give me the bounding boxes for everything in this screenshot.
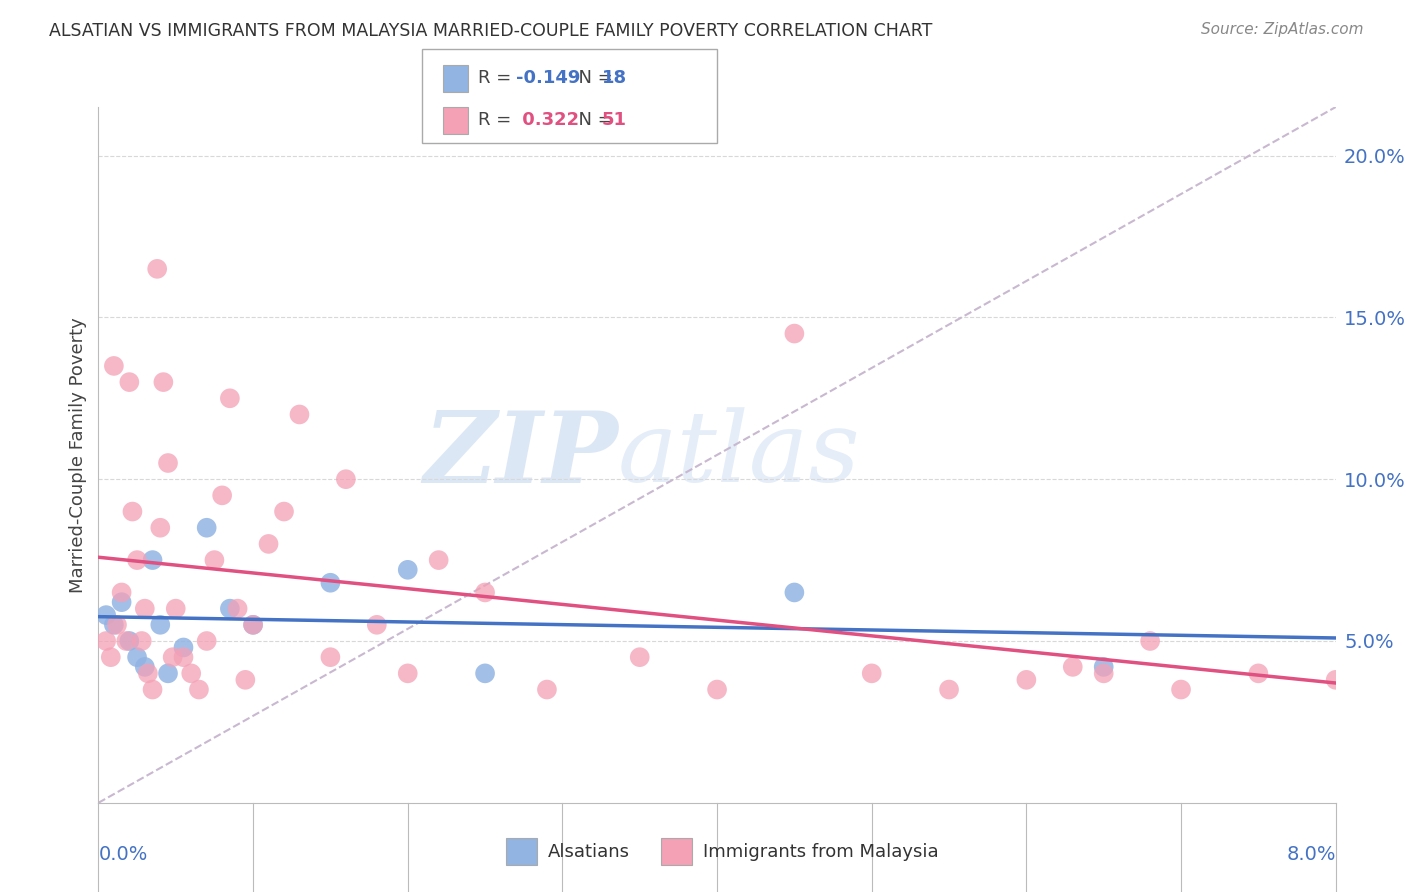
- Point: [242, 617, 264, 632]
- Point: [96, 608, 118, 623]
- Point: [536, 682, 558, 697]
- Point: [96, 634, 118, 648]
- Point: [105, 617, 128, 632]
- Point: [427, 553, 450, 567]
- Point: [149, 521, 172, 535]
- Point: [242, 617, 264, 632]
- Text: Alsatians: Alsatians: [548, 843, 630, 861]
- Point: [1092, 666, 1115, 681]
- Point: [1170, 682, 1192, 697]
- Point: [162, 650, 184, 665]
- Point: [172, 650, 194, 665]
- Point: [131, 634, 153, 648]
- Text: -0.149: -0.149: [516, 70, 581, 87]
- Point: [103, 617, 125, 632]
- Point: [115, 634, 138, 648]
- Text: R =: R =: [478, 70, 517, 87]
- Point: [141, 553, 165, 567]
- Point: [938, 682, 960, 697]
- Point: [474, 666, 496, 681]
- Point: [134, 660, 156, 674]
- Point: [127, 553, 149, 567]
- Text: N =: N =: [567, 112, 619, 129]
- Point: [134, 601, 156, 615]
- Point: [319, 575, 342, 590]
- Point: [257, 537, 280, 551]
- Point: [706, 682, 728, 697]
- Point: [396, 666, 419, 681]
- Text: ALSATIAN VS IMMIGRANTS FROM MALAYSIA MARRIED-COUPLE FAMILY POVERTY CORRELATION C: ALSATIAN VS IMMIGRANTS FROM MALAYSIA MAR…: [49, 22, 932, 40]
- Text: 8.0%: 8.0%: [1286, 845, 1336, 863]
- Point: [783, 585, 806, 599]
- Point: [233, 673, 257, 687]
- Point: [121, 504, 143, 518]
- Point: [157, 666, 180, 681]
- Point: [860, 666, 883, 681]
- Point: [288, 408, 311, 422]
- Text: ZIP: ZIP: [423, 407, 619, 503]
- Point: [204, 553, 226, 567]
- Point: [195, 634, 218, 648]
- Point: [628, 650, 651, 665]
- Point: [783, 326, 806, 341]
- Point: [146, 261, 169, 276]
- Point: [211, 488, 233, 502]
- Point: [1092, 660, 1115, 674]
- Point: [195, 521, 218, 535]
- Point: [1247, 666, 1270, 681]
- Point: [188, 682, 211, 697]
- Text: 51: 51: [602, 112, 627, 129]
- Point: [474, 585, 496, 599]
- Point: [396, 563, 419, 577]
- Point: [149, 617, 172, 632]
- Point: [1015, 673, 1038, 687]
- Point: [1062, 660, 1084, 674]
- Point: [118, 375, 141, 389]
- Point: [180, 666, 202, 681]
- Point: [136, 666, 159, 681]
- Point: [319, 650, 342, 665]
- Text: 0.0%: 0.0%: [98, 845, 148, 863]
- Point: [111, 595, 132, 609]
- Point: [219, 392, 242, 406]
- Text: N =: N =: [567, 70, 619, 87]
- Point: [157, 456, 180, 470]
- Point: [118, 634, 141, 648]
- Point: [111, 585, 132, 599]
- Text: 18: 18: [602, 70, 627, 87]
- Point: [141, 682, 165, 697]
- Text: Source: ZipAtlas.com: Source: ZipAtlas.com: [1201, 22, 1364, 37]
- Point: [273, 504, 295, 518]
- Point: [1139, 634, 1161, 648]
- Y-axis label: Married-Couple Family Poverty: Married-Couple Family Poverty: [69, 317, 87, 593]
- Text: Immigrants from Malaysia: Immigrants from Malaysia: [703, 843, 939, 861]
- Point: [165, 601, 187, 615]
- Point: [100, 650, 122, 665]
- Text: R =: R =: [478, 112, 517, 129]
- Text: atlas: atlas: [619, 408, 860, 502]
- Point: [1324, 673, 1347, 687]
- Point: [226, 601, 249, 615]
- Point: [366, 617, 388, 632]
- Point: [103, 359, 125, 373]
- Point: [172, 640, 194, 655]
- Point: [127, 650, 149, 665]
- Text: 0.322: 0.322: [516, 112, 579, 129]
- Point: [335, 472, 357, 486]
- Point: [219, 601, 242, 615]
- Point: [152, 375, 174, 389]
